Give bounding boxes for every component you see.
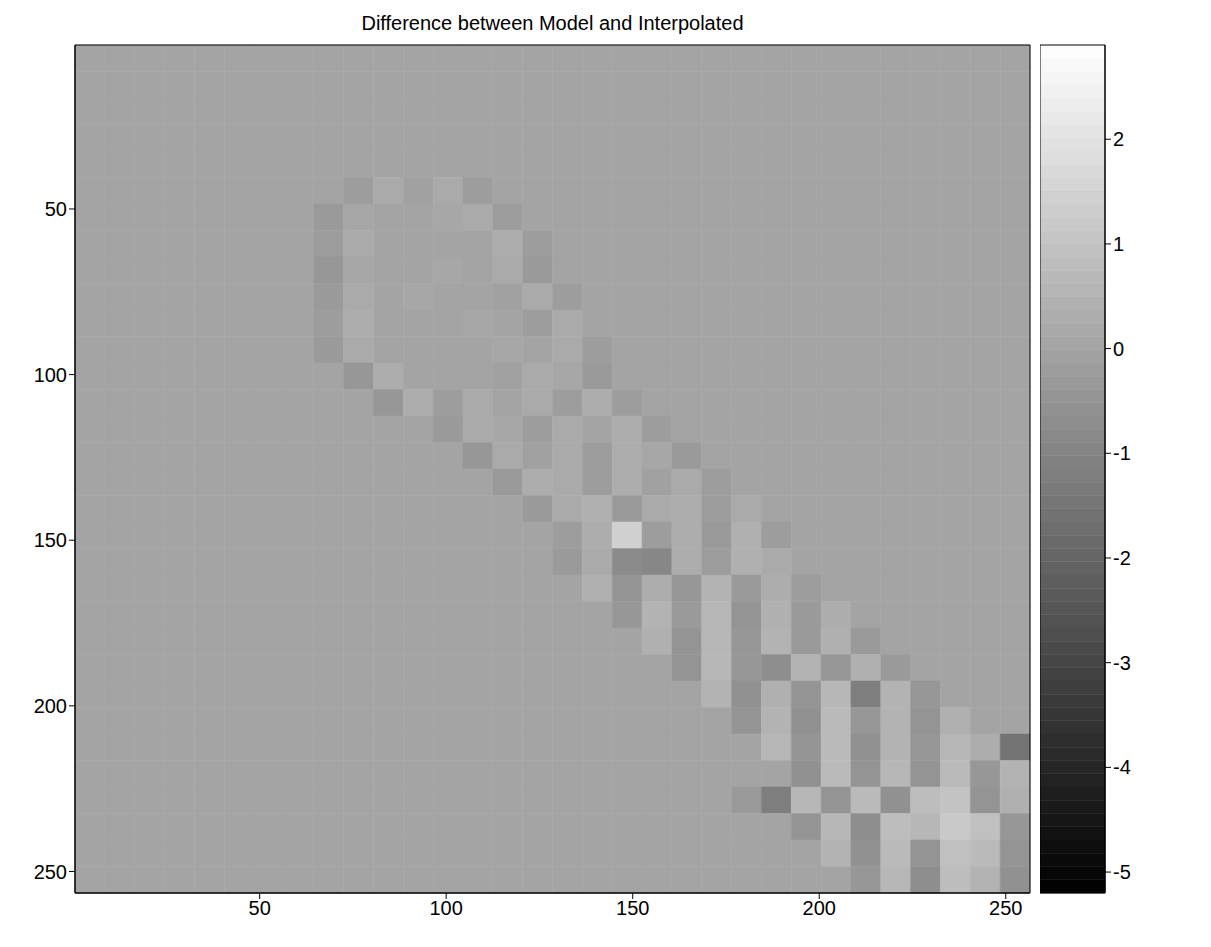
svg-text:250: 250 (989, 897, 1022, 919)
svg-text:150: 150 (34, 529, 67, 551)
svg-text:-5: -5 (1113, 861, 1131, 883)
svg-text:200: 200 (803, 897, 836, 919)
svg-text:-4: -4 (1113, 756, 1131, 778)
svg-text:-1: -1 (1113, 442, 1131, 464)
html-text:Difference between Model and I: Difference between Model and Interpolate… (361, 12, 744, 34)
svg-text:100: 100 (34, 364, 67, 386)
svg-text:50: 50 (249, 897, 271, 919)
svg-text:250: 250 (34, 861, 67, 883)
svg-text:0: 0 (1113, 338, 1124, 360)
svg-text:2: 2 (1113, 128, 1124, 150)
svg-text:100: 100 (429, 897, 462, 919)
svg-text:1: 1 (1113, 233, 1124, 255)
svg-text:150: 150 (616, 897, 649, 919)
svg-text:200: 200 (34, 695, 67, 717)
svg-text:-2: -2 (1113, 547, 1131, 569)
svg-text:-3: -3 (1113, 652, 1131, 674)
svg-text:50: 50 (45, 198, 67, 220)
